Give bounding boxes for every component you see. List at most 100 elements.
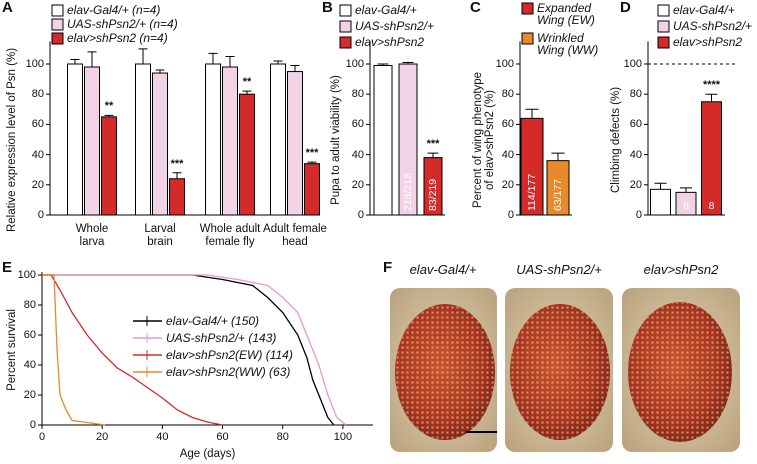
error-bar [155, 69, 165, 74]
legend-label: elav>shPsn2 [355, 35, 425, 49]
x-tick-label: 40 [156, 431, 169, 443]
error-bar [242, 90, 252, 95]
y-tick-label: 0 [357, 209, 364, 221]
significance: **** [702, 79, 721, 92]
legend-label: elav>shPsn2 [673, 35, 743, 49]
error-bar [377, 63, 389, 66]
significance: ** [104, 100, 114, 113]
y-axis-label: Percent of wing phenotype of elav>shPsn2… [472, 71, 496, 208]
error-bar [290, 65, 300, 72]
y-tick-label: 80 [501, 88, 514, 101]
legend-swatch [339, 4, 352, 17]
error-bar [402, 61, 414, 64]
bar-label: 63/177 [552, 178, 564, 211]
legend-label: Expanded Wing (EW) [537, 1, 595, 27]
bar [101, 116, 117, 216]
bar [304, 163, 320, 216]
bar [84, 66, 100, 216]
y-tick-label: 40 [629, 148, 642, 161]
legend-label: elav-Gal4/+ [355, 3, 417, 17]
y-tick-label: 20 [23, 389, 36, 401]
bar [67, 63, 83, 216]
bar [135, 63, 151, 216]
survival-line [42, 274, 106, 426]
y-tick-label: 0 [37, 209, 44, 221]
y-tick-label: 40 [501, 148, 514, 161]
y-tick-label: 40 [351, 148, 364, 161]
ommatidia [395, 304, 495, 440]
legend-swatch [521, 32, 534, 45]
y-tick-label: 60 [351, 118, 364, 131]
error-bar [104, 114, 114, 117]
panel-letter: D [620, 0, 631, 16]
x-tick-label: Adult female head [263, 223, 327, 248]
legend-label: UAS-shPsn2/+ [673, 19, 753, 33]
y-tick-label: 60 [629, 118, 642, 131]
bar-label: 218/218 [402, 173, 414, 211]
x-tick-label: Whole larva [75, 223, 109, 248]
ommatidia [628, 302, 732, 442]
significance: *** [426, 138, 440, 151]
y-tick-label: 60 [23, 329, 36, 341]
panel-letter: A [2, 0, 13, 16]
legend-label: elav-Gal4/+ (n=4) [67, 3, 161, 17]
y-tick-label: 20 [629, 178, 642, 191]
error-bar [172, 172, 182, 179]
y-tick-label: 100 [345, 58, 364, 70]
panel-letter: F [383, 259, 393, 276]
photo-title: UAS-shPsn2/+ [516, 262, 602, 277]
photo-title: elav>shPsn2 [643, 262, 719, 277]
legend-swatch [657, 20, 670, 33]
bar [239, 93, 255, 216]
error-bar [225, 55, 235, 68]
legend-label: UAS-shPsn2/+ (n=4) [67, 17, 178, 31]
bar-label: 8 [708, 200, 715, 212]
bar [701, 101, 722, 216]
y-tick-label: 40 [31, 148, 44, 161]
y-tick-label: 60 [31, 118, 44, 131]
y-tick-label: 80 [351, 88, 364, 101]
error-bar [525, 108, 539, 119]
bar-label: 83/219 [427, 178, 439, 211]
error-bar [138, 48, 148, 64]
survival-line [42, 274, 223, 426]
legend-label: elav>shPsn2(WW) (63) [166, 365, 291, 379]
bar-label: 114/177 [526, 173, 538, 211]
legend-label: elav-Gal4/+ (150) [166, 314, 260, 328]
y-tick-label: 20 [351, 178, 364, 191]
y-axis-label: Pupa to adult viability (%) [330, 74, 342, 205]
bar [205, 63, 221, 216]
y-tick-label: 0 [507, 209, 514, 221]
significance: *** [305, 147, 319, 160]
y-axis-label: Relative expression level of Psn (%) [6, 47, 18, 232]
y-tick-label: 0 [635, 209, 642, 221]
panel-letter: E [2, 259, 13, 276]
y-tick-label: 100 [17, 269, 36, 281]
legend-swatch [657, 4, 670, 17]
x-tick-label: 20 [96, 431, 109, 443]
panel-letter: B [322, 0, 333, 16]
x-tick-label: 0 [38, 431, 46, 443]
y-tick-label: 20 [501, 178, 514, 191]
error-bar [273, 60, 283, 64]
error-bar [427, 152, 439, 158]
error-bar [551, 152, 565, 161]
legend-label: elav-Gal4/+ [673, 3, 735, 17]
y-tick-label: 60 [501, 118, 514, 131]
y-tick-label: 100 [495, 58, 514, 70]
y-axis-label: Percent survival [6, 309, 18, 391]
ommatidia [510, 304, 610, 440]
bar [222, 66, 238, 216]
bar-label: 210/212 [377, 173, 389, 211]
y-tick-label: 0 [29, 419, 36, 431]
bar [270, 63, 286, 216]
error-bar [70, 58, 80, 64]
error-bar [208, 52, 218, 64]
error-bar [680, 187, 692, 193]
survival-line [42, 274, 335, 426]
bar-label: 8 [683, 200, 689, 212]
x-tick-label: Larval brain [144, 223, 176, 248]
legend-label: elav>shPsn2(EW) (114) [166, 348, 293, 362]
x-tick-label: Whole adult female fly [199, 223, 261, 248]
legend-swatch [521, 2, 534, 15]
